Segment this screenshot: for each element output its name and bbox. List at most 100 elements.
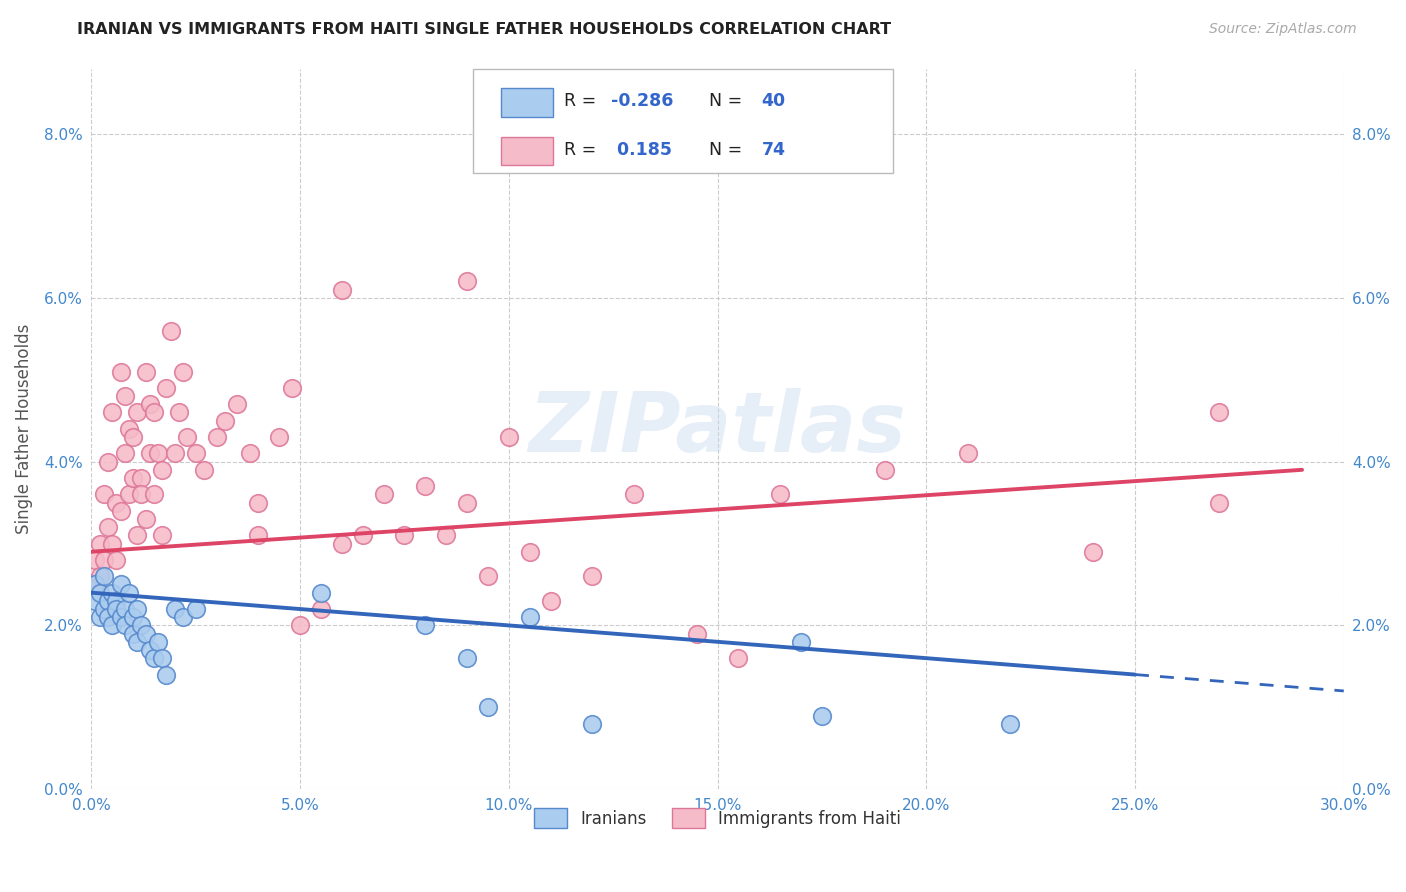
Point xyxy=(142,487,165,501)
Point xyxy=(330,536,353,550)
Text: Source: ZipAtlas.com: Source: ZipAtlas.com xyxy=(1209,22,1357,37)
Point xyxy=(519,545,541,559)
Point xyxy=(105,602,128,616)
Point xyxy=(998,716,1021,731)
Point xyxy=(105,594,128,608)
Point xyxy=(114,446,136,460)
Point xyxy=(131,618,153,632)
Point xyxy=(93,553,115,567)
Point xyxy=(288,618,311,632)
Point xyxy=(163,446,186,460)
Point xyxy=(477,700,499,714)
Point xyxy=(373,487,395,501)
Text: R =: R = xyxy=(564,141,602,159)
Point xyxy=(1208,495,1230,509)
Point xyxy=(114,602,136,616)
Point xyxy=(167,405,190,419)
Point xyxy=(686,626,709,640)
Point xyxy=(790,635,813,649)
Point xyxy=(97,520,120,534)
Text: 0.185: 0.185 xyxy=(612,141,672,159)
Text: R =: R = xyxy=(564,92,602,110)
Point xyxy=(131,487,153,501)
Point xyxy=(581,716,603,731)
Point xyxy=(155,667,177,681)
Point xyxy=(89,610,111,624)
Point xyxy=(1208,405,1230,419)
Point xyxy=(139,446,162,460)
FancyBboxPatch shape xyxy=(474,69,893,173)
Point xyxy=(122,430,145,444)
Point xyxy=(84,553,107,567)
Point xyxy=(456,495,478,509)
Point xyxy=(413,618,436,632)
Point xyxy=(84,577,107,591)
Point xyxy=(101,536,124,550)
Point xyxy=(309,602,332,616)
Point xyxy=(519,610,541,624)
Point xyxy=(118,487,141,501)
Point xyxy=(172,610,194,624)
Point xyxy=(127,602,149,616)
Point xyxy=(269,430,291,444)
Legend: Iranians, Immigrants from Haiti: Iranians, Immigrants from Haiti xyxy=(527,801,908,835)
Point xyxy=(163,602,186,616)
Text: -0.286: -0.286 xyxy=(612,92,673,110)
Point xyxy=(127,528,149,542)
Point xyxy=(456,651,478,665)
FancyBboxPatch shape xyxy=(501,88,554,117)
Point xyxy=(118,585,141,599)
Point xyxy=(89,536,111,550)
Point xyxy=(97,610,120,624)
Point xyxy=(146,635,169,649)
Point xyxy=(413,479,436,493)
Point xyxy=(873,463,896,477)
Point xyxy=(101,405,124,419)
Point xyxy=(239,446,262,460)
Point xyxy=(110,365,132,379)
Point xyxy=(84,594,107,608)
Point xyxy=(957,446,980,460)
Point xyxy=(97,455,120,469)
Point xyxy=(811,708,834,723)
Point xyxy=(110,577,132,591)
Point xyxy=(623,487,645,501)
Point xyxy=(214,414,236,428)
Point xyxy=(114,389,136,403)
Point xyxy=(226,397,249,411)
Point xyxy=(135,365,157,379)
FancyBboxPatch shape xyxy=(501,136,554,165)
Text: IRANIAN VS IMMIGRANTS FROM HAITI SINGLE FATHER HOUSEHOLDS CORRELATION CHART: IRANIAN VS IMMIGRANTS FROM HAITI SINGLE … xyxy=(77,22,891,37)
Point xyxy=(155,381,177,395)
Point xyxy=(498,430,520,444)
Point xyxy=(89,569,111,583)
Point xyxy=(122,471,145,485)
Point xyxy=(93,569,115,583)
Point xyxy=(176,430,198,444)
Point xyxy=(150,463,173,477)
Point xyxy=(118,422,141,436)
Point xyxy=(97,594,120,608)
Point xyxy=(159,324,181,338)
Point xyxy=(309,585,332,599)
Point xyxy=(93,487,115,501)
Point xyxy=(727,651,749,665)
Point xyxy=(352,528,374,542)
Point xyxy=(456,275,478,289)
Point xyxy=(93,602,115,616)
Point xyxy=(89,585,111,599)
Point xyxy=(110,504,132,518)
Point xyxy=(477,569,499,583)
Text: N =: N = xyxy=(709,92,748,110)
Point xyxy=(769,487,792,501)
Point xyxy=(135,512,157,526)
Point xyxy=(101,585,124,599)
Point xyxy=(105,495,128,509)
Point xyxy=(184,602,207,616)
Point xyxy=(146,446,169,460)
Point xyxy=(122,626,145,640)
Point xyxy=(114,618,136,632)
Point xyxy=(122,610,145,624)
Point xyxy=(1083,545,1105,559)
Point xyxy=(247,495,270,509)
